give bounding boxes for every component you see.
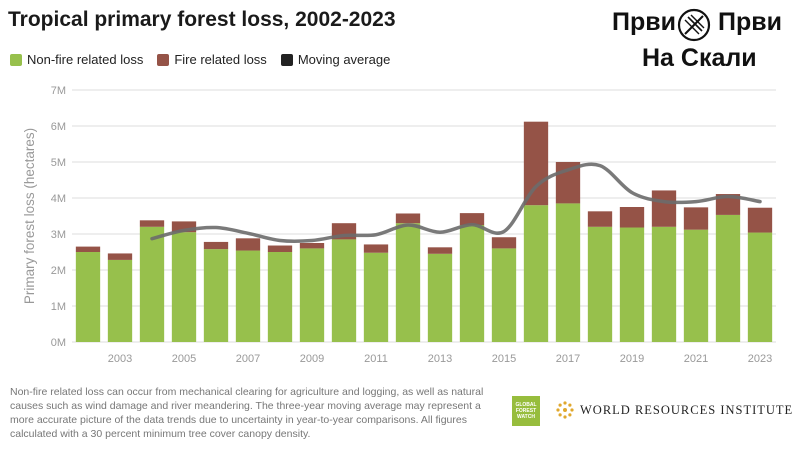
bar-non-fire: [587, 226, 613, 342]
bar-non-fire: [555, 203, 581, 342]
y-axis-label: Primary forest loss (hectares): [22, 128, 37, 304]
legend-item-fire: Fire related loss: [157, 52, 267, 67]
x-tick-label: 2021: [684, 353, 708, 365]
footnote: Non-fire related loss can occur from mec…: [10, 386, 484, 440]
stacked-bar-chart: 0M 1M 2M 3M 4M 5M 6M 7M Primary forest loss (hec…: [22, 85, 776, 365]
brand-logo: Први Први На Скали: [612, 6, 792, 76]
brand-word-2: Први: [718, 8, 782, 36]
bar-fire: [363, 244, 389, 253]
bar-non-fire: [491, 248, 517, 342]
bar-fire: [139, 220, 165, 227]
global-forest-watch-logo: GLOBAL FOREST WATCH: [512, 396, 540, 426]
legend-swatch-moving-average: [280, 53, 293, 66]
bar-non-fire: [363, 252, 389, 342]
bar-fire: [491, 237, 517, 249]
bar-non-fire: [267, 252, 293, 342]
bar-fire: [715, 194, 741, 215]
bar-non-fire: [683, 229, 709, 342]
gfw-logo-line-2: FOREST: [515, 408, 537, 414]
legend-swatch-non-fire: [10, 53, 22, 66]
gfw-logo-line-3: WATCH: [517, 414, 535, 420]
legend-label-moving-average: Moving average: [297, 52, 391, 67]
wri-name: WORLD RESOURCES INSTITUTE: [580, 402, 794, 417]
bar-fire: [587, 211, 613, 227]
brand-line-2: На Скали: [642, 44, 757, 72]
bar-non-fire: [75, 252, 101, 342]
bar-non-fire: [427, 253, 453, 342]
x-tick-label: 2017: [556, 353, 580, 365]
legend: Non-fire related loss Fire related loss …: [10, 52, 390, 67]
bar-non-fire: [331, 239, 357, 342]
y-tick-label: 7M: [51, 85, 66, 97]
y-tick-label: 4M: [51, 193, 66, 205]
x-tick-label: 2009: [300, 353, 324, 365]
chart-title: Tropical primary forest loss, 2002-2023: [8, 8, 396, 31]
bar-fire: [683, 207, 709, 230]
x-tick-label: 2013: [428, 353, 452, 365]
bar-fire: [171, 221, 197, 233]
wri-logo: WORLD RESOURCES INSTITUTE: [556, 401, 793, 419]
bar-non-fire: [523, 205, 549, 342]
bar-non-fire: [139, 226, 165, 342]
bar-fire: [619, 207, 645, 228]
y-tick-label: 0M: [51, 337, 66, 349]
bar-fire: [427, 247, 453, 254]
x-tick-label: 2023: [748, 353, 772, 365]
x-tick-label: 2003: [108, 353, 132, 365]
bar-fire: [107, 253, 133, 260]
bar-non-fire: [171, 232, 197, 342]
bar-fire: [459, 213, 485, 225]
gfw-logo-line-1: GLOBAL: [515, 402, 537, 408]
brand-emblem-icon: [677, 8, 711, 42]
x-tick-label: 2015: [492, 353, 516, 365]
x-tick-label: 2019: [620, 353, 644, 365]
y-tick-label: 5M: [51, 157, 66, 169]
bar-non-fire: [747, 232, 773, 342]
bar-non-fire: [715, 214, 741, 342]
legend-item-non-fire: Non-fire related loss: [10, 52, 143, 67]
bar-fire: [75, 246, 101, 252]
bar-non-fire: [235, 250, 261, 342]
legend-item-moving-average: Moving average: [280, 52, 391, 67]
bar-fire: [267, 245, 293, 252]
y-tick-label: 1M: [51, 301, 66, 313]
x-tick-label: 2007: [236, 353, 260, 365]
bar-fire: [235, 238, 261, 251]
bar-fire: [395, 213, 421, 224]
y-tick-label: 2M: [51, 265, 66, 277]
bar-non-fire: [203, 249, 229, 342]
bar-fire: [651, 190, 677, 227]
y-tick-label: 3M: [51, 229, 66, 241]
x-tick-label: 2005: [172, 353, 196, 365]
bar-non-fire: [619, 227, 645, 342]
bar-fire: [523, 121, 549, 206]
wri-emblem-icon: [556, 401, 574, 419]
x-tick-label: 2011: [364, 353, 388, 365]
bar-non-fire: [107, 259, 133, 342]
legend-swatch-fire: [157, 53, 170, 66]
brand-word-1: Први: [612, 8, 676, 36]
legend-label-non-fire: Non-fire related loss: [27, 52, 144, 67]
legend-label-fire: Fire related loss: [174, 52, 267, 67]
bar-fire: [203, 241, 229, 250]
bar-non-fire: [459, 225, 485, 342]
bar-non-fire: [651, 226, 677, 342]
moving-average-line: [150, 162, 762, 243]
bar-fire: [299, 243, 325, 249]
bar-fire: [747, 207, 773, 233]
bar-non-fire: [395, 223, 421, 342]
bar-non-fire: [299, 248, 325, 342]
y-tick-label: 6M: [51, 121, 66, 133]
